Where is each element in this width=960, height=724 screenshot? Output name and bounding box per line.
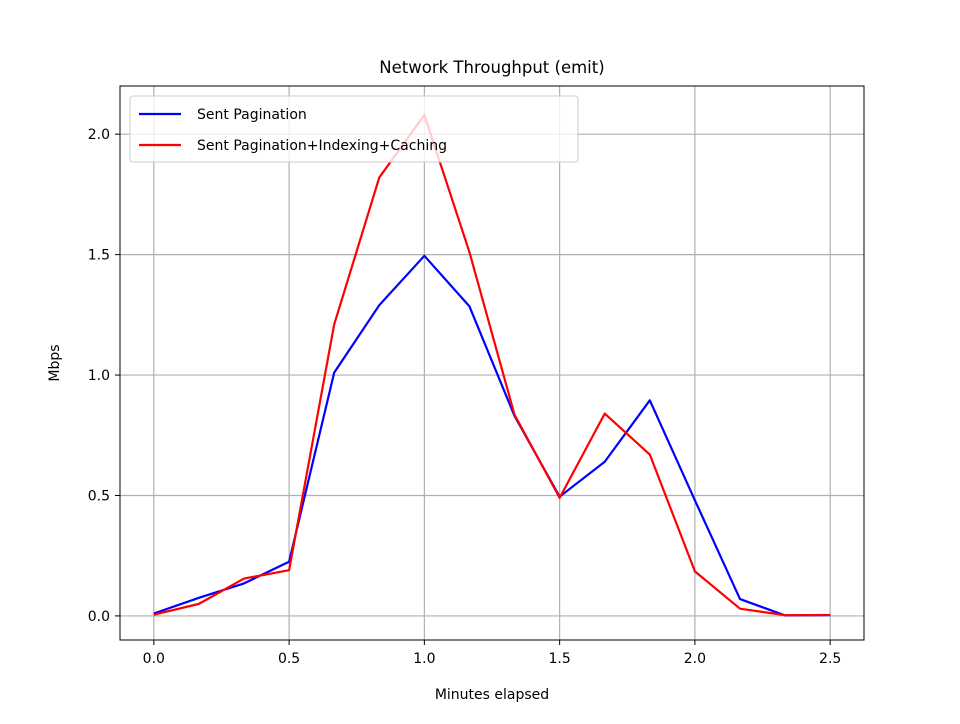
x-tick-label: 2.5: [819, 651, 841, 667]
plot-area-frame: [119, 85, 865, 641]
y-tick-label: 1.0: [88, 368, 110, 384]
x-tick-label: 1.5: [549, 651, 571, 667]
y-axis-label: Mbps: [47, 344, 63, 381]
legend-box: [129, 95, 579, 163]
x-tick-label: 1.0: [413, 651, 435, 667]
legend-label: Sent Pagination+Indexing+Caching: [197, 138, 447, 154]
y-tick-label: 0.0: [88, 609, 110, 625]
x-axis-label: Minutes elapsed: [435, 687, 549, 703]
legend-label: Sent Pagination: [197, 107, 307, 123]
x-tick-label: 0.5: [278, 651, 300, 667]
x-tick-label: 0.0: [143, 651, 165, 667]
y-tick-label: 0.5: [88, 488, 110, 504]
series-line-1: [153, 254, 831, 617]
y-tick-label: 1.5: [88, 248, 110, 264]
series-line-2: [153, 113, 831, 617]
y-tick-label: 2.0: [88, 127, 110, 143]
chart-title: Network Throughput (emit): [379, 58, 604, 77]
x-tick-label: 2.0: [684, 651, 706, 667]
legend: Sent Pagination Sent Pagination+Indexing+…: [129, 95, 579, 163]
